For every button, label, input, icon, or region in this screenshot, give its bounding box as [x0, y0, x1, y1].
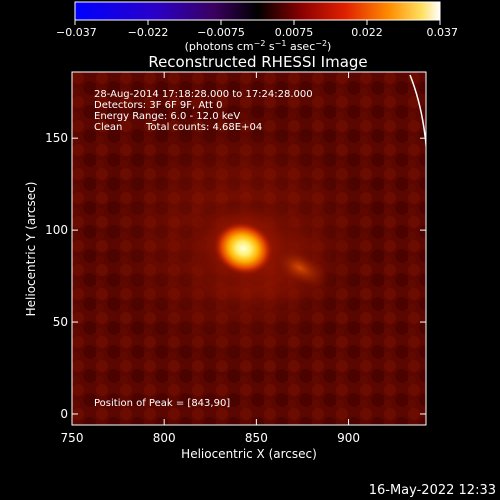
x-tick-label: 850	[245, 431, 268, 445]
colorbar-ticks: −0.037 −0.022 −0.0075 0.0075 0.022 0.037	[56, 20, 458, 39]
y-tick-label: 0	[60, 407, 68, 421]
colorbar-tick-label: −0.022	[128, 26, 169, 39]
x-tick-label: 800	[153, 431, 176, 445]
colorbar-tick-label: 0.0075	[275, 26, 314, 39]
colorbar	[74, 1, 441, 21]
annotation-algorithm: Clean	[94, 122, 122, 133]
annotation-energy: Energy Range: 6.0 - 12.0 keV	[94, 111, 240, 122]
x-axis-label: Heliocentric X (arcsec)	[181, 447, 317, 461]
x-tick-label: 900	[337, 431, 360, 445]
annotation-detectors: Detectors: 3F 6F 9F, Att 0	[94, 100, 222, 111]
y-axis: 0 50 100 150	[45, 131, 426, 421]
solar-limb	[409, 74, 426, 153]
colorbar-tick-label: −0.037	[56, 26, 97, 39]
colorbar-tick-label: 0.022	[351, 26, 383, 39]
colorbar-tick-label: −0.0075	[197, 26, 245, 39]
colorbar-units: (photons cm−2 s−1 asec−2)	[185, 39, 332, 53]
footer-timestamp: 16-May-2022 12:33	[369, 483, 496, 498]
y-tick-label: 100	[45, 223, 68, 237]
x-axis: 750 800 850 900	[61, 72, 360, 445]
emission-peak	[213, 222, 274, 275]
annotation-total-counts: Total counts: 4.68E+04	[145, 122, 262, 133]
peak-core	[213, 222, 274, 275]
y-axis-label: Heliocentric Y (arcsec)	[24, 182, 38, 317]
heatmap-image	[72, 72, 426, 425]
plot-frame	[71, 71, 427, 426]
annotation-time-range: 28-Aug-2014 17:18:28.000 to 17:24:28.000	[94, 89, 313, 100]
colorbar-tick-label: 0.037	[427, 26, 459, 39]
y-tick-label: 50	[53, 315, 68, 329]
chart-title: Reconstructed RHESSI Image	[148, 53, 367, 71]
annotation-peak-position: Position of Peak = [843,90]	[94, 398, 230, 409]
y-tick-label: 150	[45, 131, 68, 145]
x-tick-label: 750	[61, 431, 84, 445]
